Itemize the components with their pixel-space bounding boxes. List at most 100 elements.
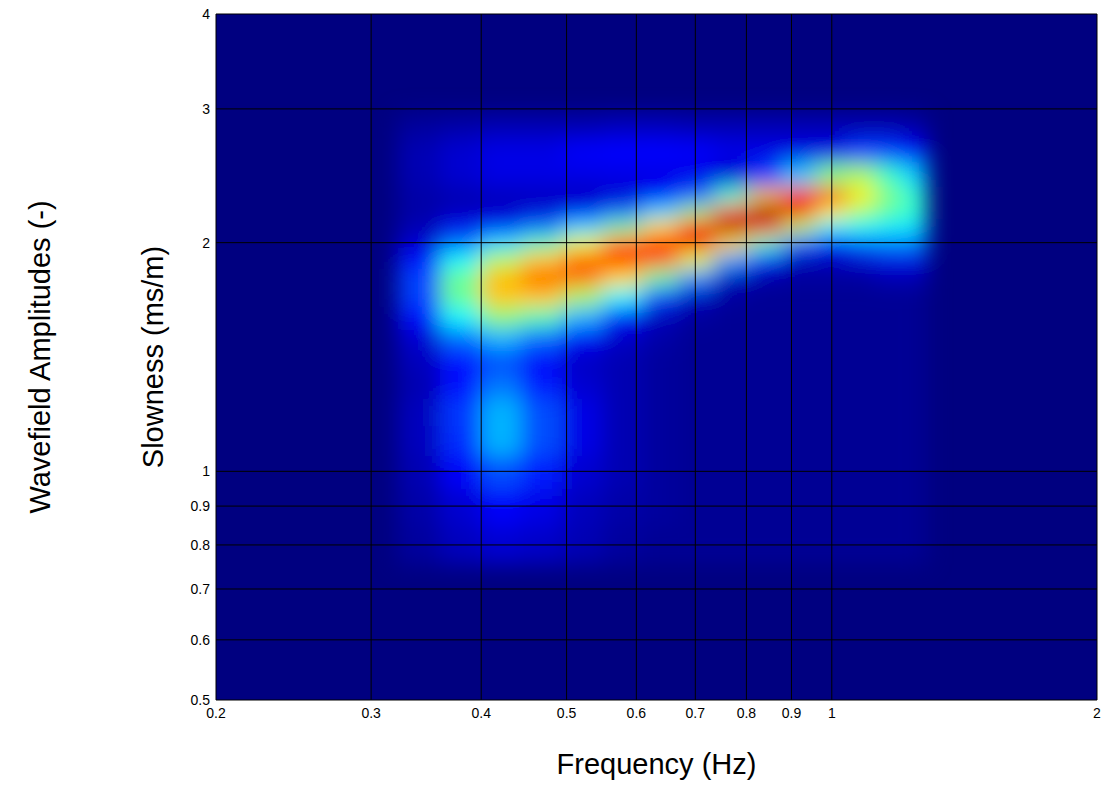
heatmap-cell <box>642 163 678 187</box>
heatmap-cell <box>847 327 876 350</box>
heatmap-cell <box>481 163 522 187</box>
heatmap-cell <box>678 138 714 163</box>
heatmap-cell <box>714 306 749 327</box>
heatmap-cell <box>714 373 749 399</box>
heatmap-cell <box>847 163 876 187</box>
x-tick-label: 0.3 <box>361 705 381 721</box>
heatmap-cell <box>678 204 714 220</box>
heatmap-cell <box>440 114 481 139</box>
heatmap-cell <box>748 219 783 235</box>
heatmap-cell <box>678 489 714 526</box>
y-tick-label: 2 <box>202 235 210 251</box>
heatmap-cell <box>521 138 562 163</box>
heatmap-cell <box>678 373 714 399</box>
heatmap-cell <box>748 398 783 426</box>
x-grid-line <box>371 14 372 700</box>
heatmap-cell <box>748 287 783 307</box>
x-grid-line <box>1097 14 1098 700</box>
y-grid-line <box>216 544 1097 545</box>
heatmap-cell <box>440 327 481 350</box>
heatmap-cell <box>562 373 603 399</box>
heatmap-cell <box>521 426 562 457</box>
heatmap-cell <box>642 251 678 269</box>
y-axis-title: Slowness (ms/m) <box>137 246 169 468</box>
x-grid-line <box>636 14 637 700</box>
heatmap-cell <box>875 349 902 373</box>
heatmap-cell <box>714 251 749 269</box>
heatmap-cell <box>440 426 481 457</box>
heatmap-cell <box>642 489 678 526</box>
x-tick-label: 2 <box>1093 705 1101 721</box>
heatmap-cell <box>714 426 749 457</box>
heatmap-cell <box>847 398 876 426</box>
heatmap-cell <box>521 204 562 220</box>
heatmap-cell <box>440 398 481 426</box>
heatmap-cell <box>875 426 902 457</box>
heatmap-cell <box>440 251 481 269</box>
heatmap-cell <box>875 306 902 327</box>
heatmap-cell <box>875 163 902 187</box>
heatmap-cell <box>678 219 714 235</box>
heatmap-cell <box>901 269 927 288</box>
heatmap-cell <box>398 269 441 288</box>
heatmap-cell <box>440 373 481 399</box>
heatmap-cell <box>782 114 816 139</box>
x-tick-label: 0.8 <box>737 705 757 721</box>
x-tick-label: 0.4 <box>471 705 491 721</box>
heatmap-cell <box>847 269 876 288</box>
heatmap-cell <box>678 269 714 288</box>
heatmap-cell <box>748 251 783 269</box>
heatmap-cell <box>642 186 678 204</box>
heatmap-cell <box>782 373 816 399</box>
heatmap-cell <box>748 114 783 139</box>
heatmap-cell <box>875 204 902 220</box>
heatmap-cell <box>562 287 603 307</box>
heatmap-cell <box>481 138 522 163</box>
heatmap-cell <box>642 114 678 139</box>
heatmap-cell <box>847 456 876 490</box>
heatmap-cell <box>748 327 783 350</box>
heatmap-cell <box>562 426 603 457</box>
heatmap-cell <box>642 138 678 163</box>
y-tick-label: 0.7 <box>191 581 211 597</box>
heatmap-cell <box>678 186 714 204</box>
heatmap-cell <box>782 204 816 220</box>
grid <box>216 14 1097 700</box>
heatmap-cell <box>875 269 902 288</box>
heatmap-cell <box>642 219 678 235</box>
heatmap-cell <box>847 138 876 163</box>
heatmap-cell <box>901 219 927 235</box>
y-tick-label: 1 <box>202 463 210 479</box>
heatmap-cell <box>875 373 902 399</box>
heatmap-cell <box>481 204 522 220</box>
heatmap-cell <box>398 306 441 327</box>
heatmap-cell <box>748 269 783 288</box>
heatmap-cell <box>481 373 522 399</box>
heatmap-cell <box>901 204 927 220</box>
heatmap-cell <box>521 251 562 269</box>
heatmap-cell <box>481 306 522 327</box>
heatmap-cell <box>481 327 522 350</box>
heatmap-cell <box>847 114 876 139</box>
heatmap-cell <box>875 251 902 269</box>
heatmap-cell <box>875 219 902 235</box>
heatmap-cell <box>481 398 522 426</box>
x-tick-label: 0.7 <box>686 705 706 721</box>
heatmap-cell <box>714 287 749 307</box>
heatmap-cell <box>678 426 714 457</box>
heatmap-cell <box>562 251 603 269</box>
heatmap-cell <box>521 398 562 426</box>
heatmap-cell <box>875 398 902 426</box>
heatmap-cell <box>521 287 562 307</box>
y-tick-label: 0.5 <box>191 692 211 708</box>
heatmap-cell <box>678 349 714 373</box>
heatmap-cell <box>782 489 816 526</box>
heatmap-cell <box>398 219 441 235</box>
heatmap-cell <box>440 163 481 187</box>
heatmap-cell <box>714 114 749 139</box>
heatmap-cell <box>901 251 927 269</box>
y-tick-label: 0.9 <box>191 498 211 514</box>
heatmap-cell <box>748 204 783 220</box>
heatmap-cell <box>875 186 902 204</box>
heatmap-cell <box>481 186 522 204</box>
